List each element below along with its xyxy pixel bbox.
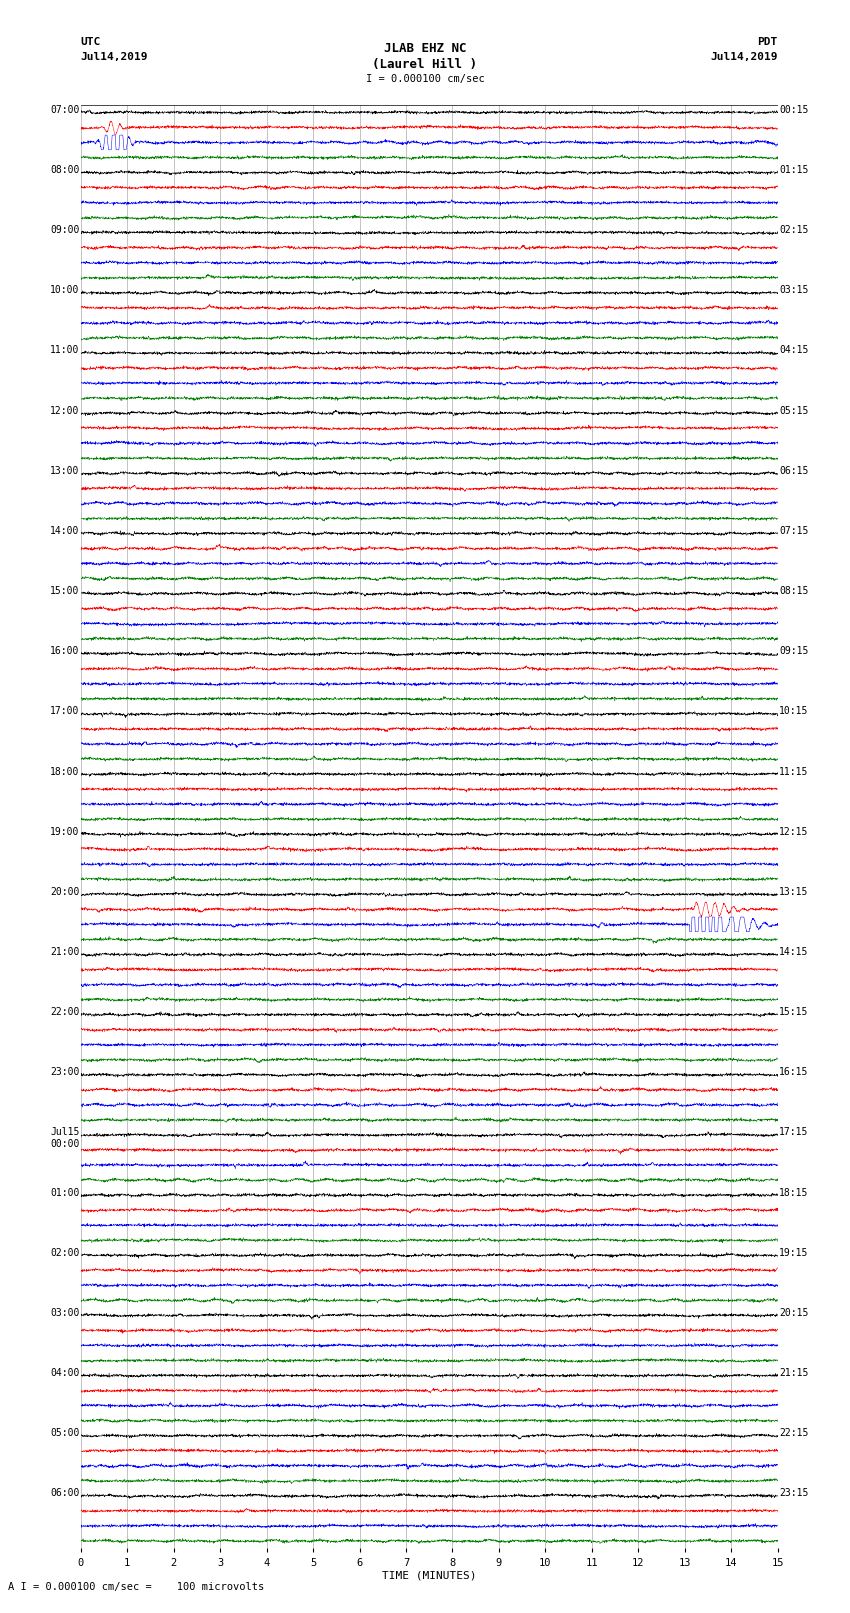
Text: (Laurel Hill ): (Laurel Hill ) — [372, 58, 478, 71]
X-axis label: TIME (MINUTES): TIME (MINUTES) — [382, 1571, 477, 1581]
Text: I = 0.000100 cm/sec: I = 0.000100 cm/sec — [366, 74, 484, 84]
Text: UTC: UTC — [81, 37, 101, 47]
Text: JLAB EHZ NC: JLAB EHZ NC — [383, 42, 467, 55]
Text: Jul14,2019: Jul14,2019 — [81, 52, 148, 61]
Text: PDT: PDT — [757, 37, 778, 47]
Text: Jul14,2019: Jul14,2019 — [711, 52, 778, 61]
Text: A I = 0.000100 cm/sec =    100 microvolts: A I = 0.000100 cm/sec = 100 microvolts — [8, 1582, 264, 1592]
